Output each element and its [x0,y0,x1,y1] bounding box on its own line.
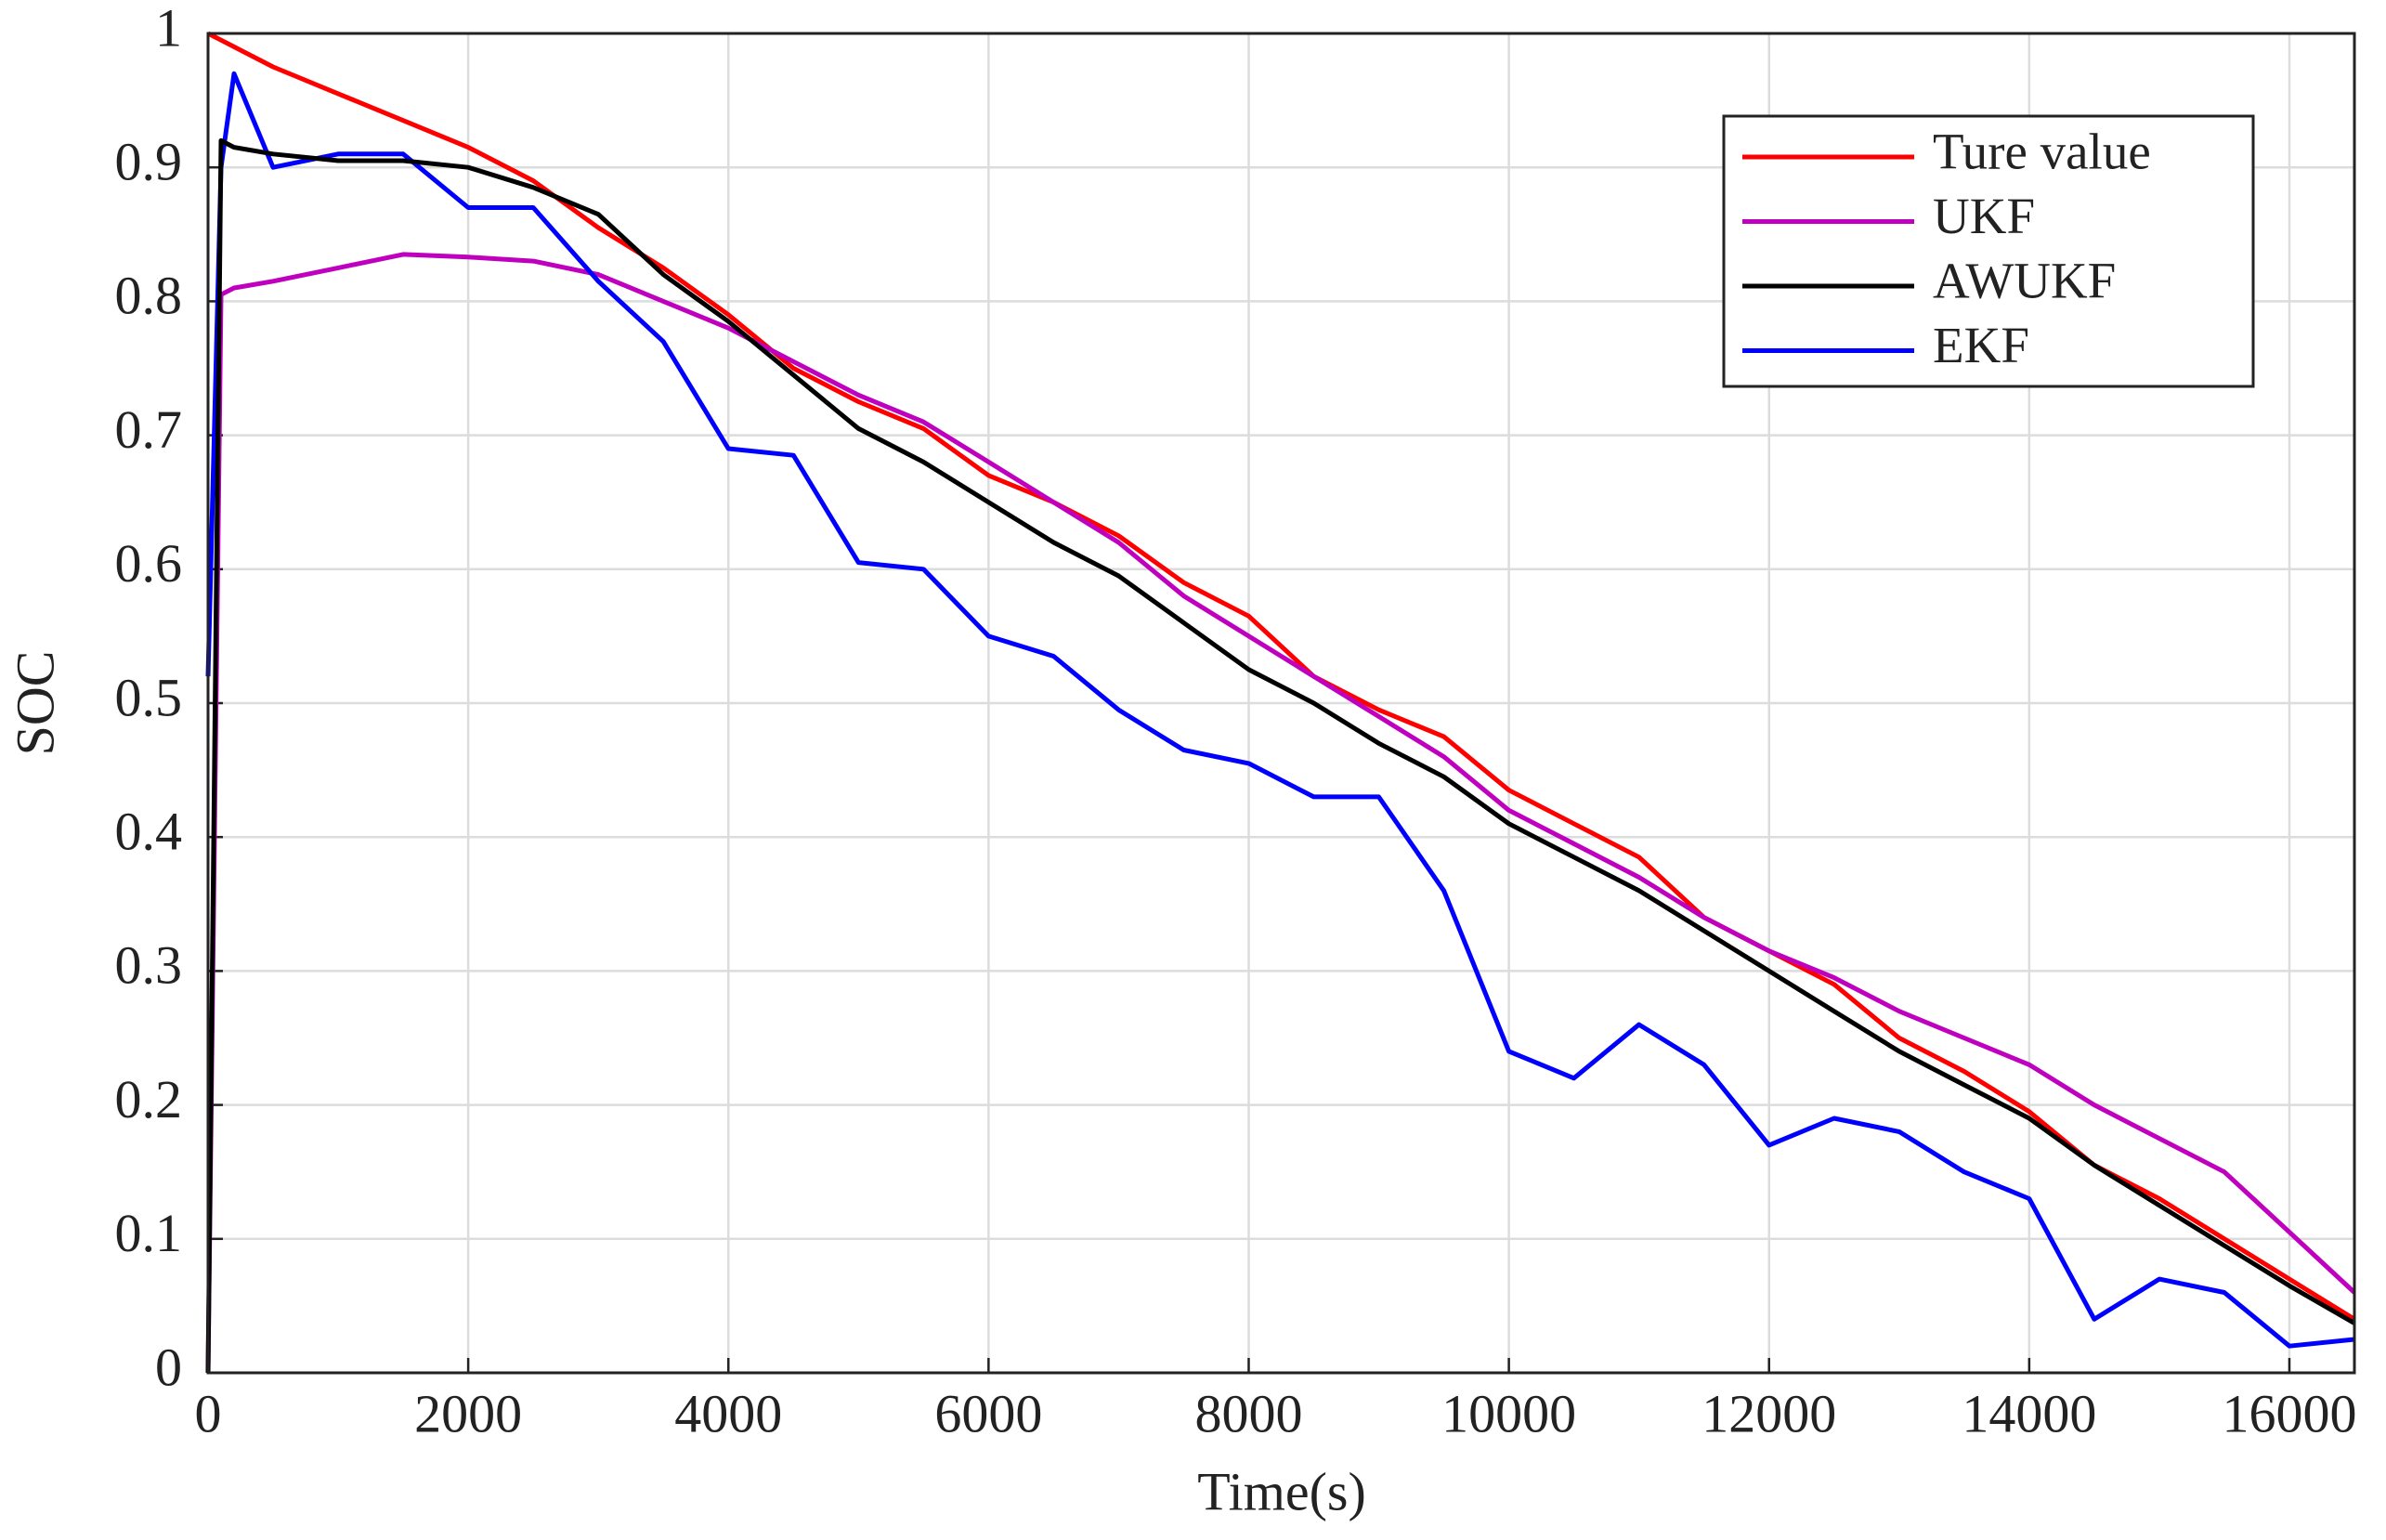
legend-label: Ture value [1933,124,2151,180]
y-tick-label: 1 [155,0,182,58]
x-tick-label: 2000 [414,1383,522,1443]
y-tick-label: 0.7 [115,399,183,460]
y-tick-label: 0.3 [115,935,183,996]
series-line [205,252,2356,1374]
x-tick-label: 14000 [1962,1383,2096,1443]
x-tick-label: 8000 [1194,1383,1302,1443]
legend-label: UKF [1933,188,2035,244]
series-line [205,71,2355,1349]
y-tick-label: 0.2 [115,1069,183,1129]
y-tick-label: 0.9 [115,132,183,192]
x-tick-label: 6000 [934,1383,1042,1443]
y-tick-label: 0.5 [115,667,183,727]
plot-frame [206,32,2356,1375]
x-tick-label: 10000 [1441,1383,1576,1443]
series-line [206,31,2356,1322]
legend-label: EKF [1933,317,2029,373]
y-tick-label: 0.6 [115,533,183,594]
y-tick-label: 0.4 [115,802,183,862]
y-tick-label: 0.8 [115,266,183,326]
legend-box [1722,114,2255,388]
y-axis-label: SOC [5,651,65,756]
legend-label: AWUKF [1933,253,2116,309]
y-tick-label: 0.1 [115,1203,183,1263]
y-tick-label: 0 [155,1337,182,1397]
x-tick-label: 4000 [674,1383,782,1443]
x-axis-label: Time(s) [1197,1461,1366,1521]
x-tick-label: 12000 [1701,1383,1836,1443]
x-tick-label: 16000 [2222,1383,2356,1443]
series-line [205,137,2356,1374]
x-tick-label: 0 [195,1383,222,1443]
